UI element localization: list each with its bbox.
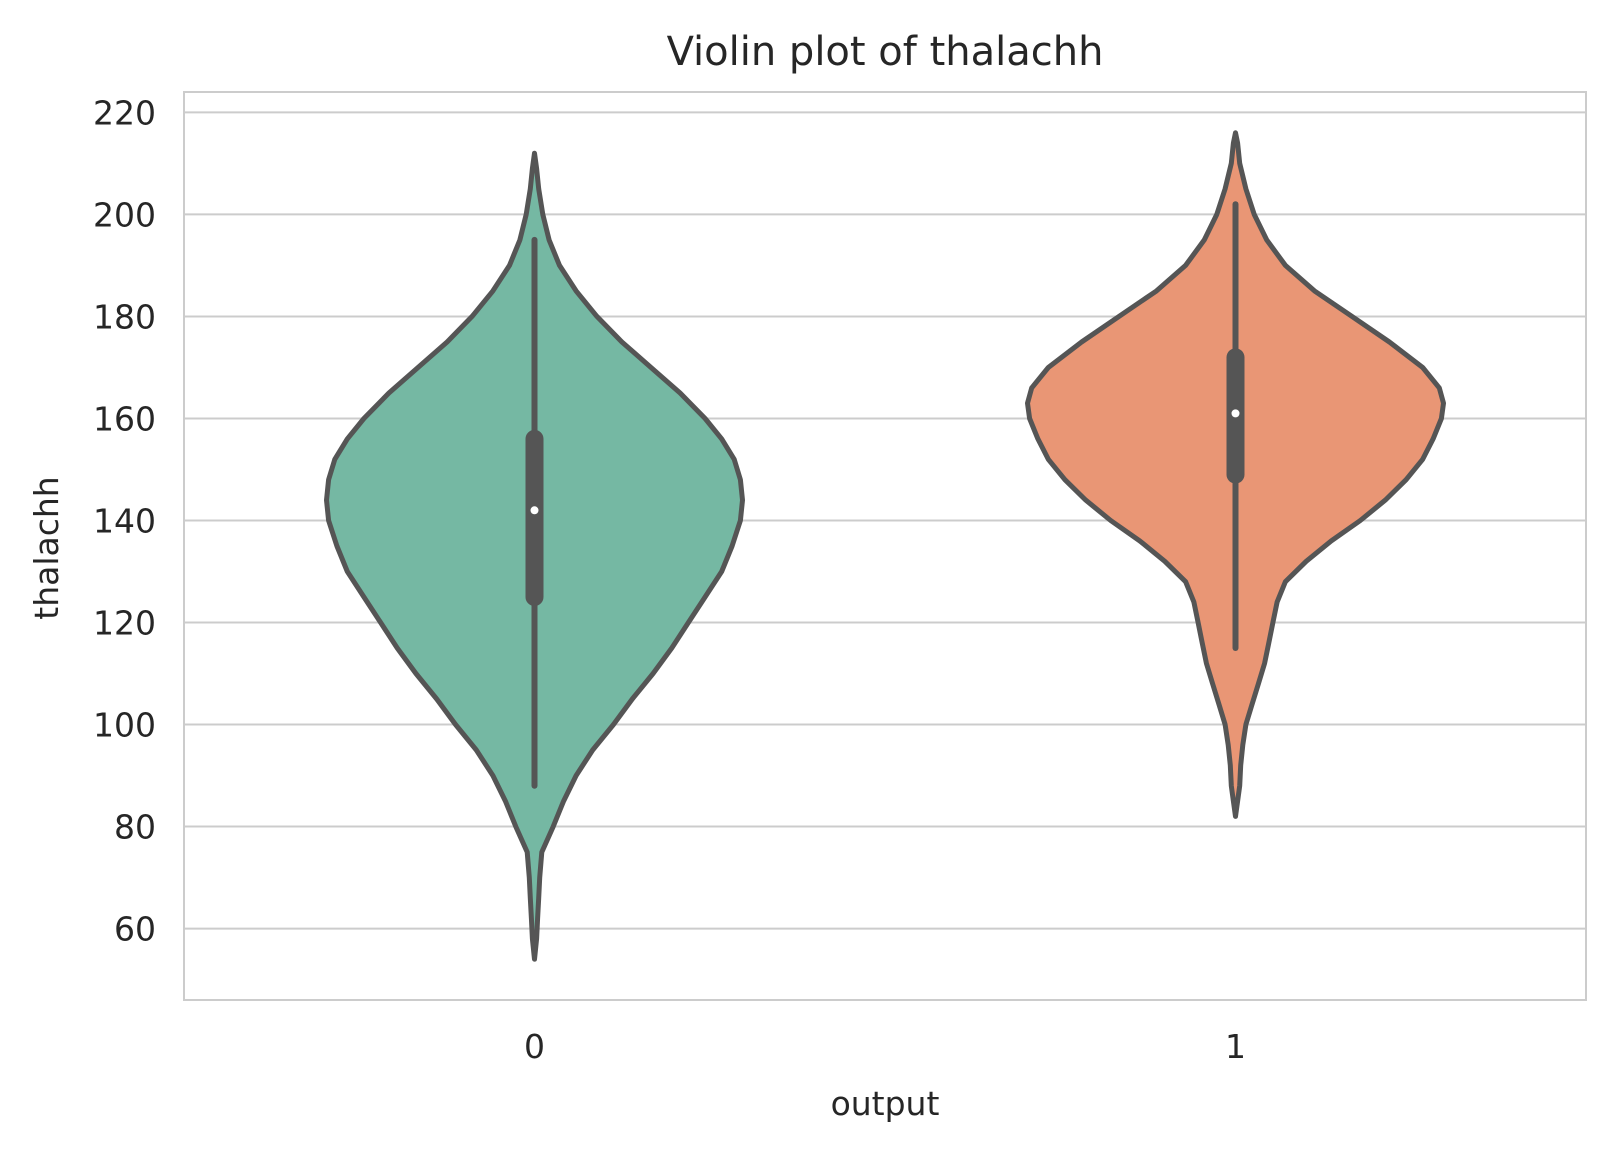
y-axis-ticks: 60 80 100 120 140 160 180 200 220 bbox=[93, 93, 156, 948]
violin-median-marker bbox=[530, 506, 539, 515]
x-axis-label: output bbox=[831, 1084, 940, 1123]
violin-group-0 bbox=[324, 150, 745, 962]
y-tick-label: 80 bbox=[114, 808, 156, 847]
y-tick-label: 220 bbox=[93, 93, 156, 132]
violins bbox=[324, 130, 1446, 962]
y-tick-label: 200 bbox=[93, 195, 156, 234]
y-tick-label: 60 bbox=[114, 910, 156, 949]
violin-group-1 bbox=[1025, 130, 1446, 819]
violin-median-marker bbox=[1231, 409, 1240, 418]
x-tick-label: 1 bbox=[1225, 1027, 1246, 1066]
y-tick-label: 120 bbox=[93, 604, 156, 643]
x-tick-label: 0 bbox=[524, 1027, 545, 1066]
y-tick-label: 100 bbox=[93, 706, 156, 745]
y-tick-label: 140 bbox=[93, 501, 156, 540]
plot-frame bbox=[183, 91, 1587, 1001]
y-tick-label: 160 bbox=[93, 399, 156, 438]
y-tick-label: 180 bbox=[93, 297, 156, 336]
y-axis-label: thalachh bbox=[27, 476, 66, 619]
chart-title: Violin plot of thalachh bbox=[667, 29, 1104, 75]
